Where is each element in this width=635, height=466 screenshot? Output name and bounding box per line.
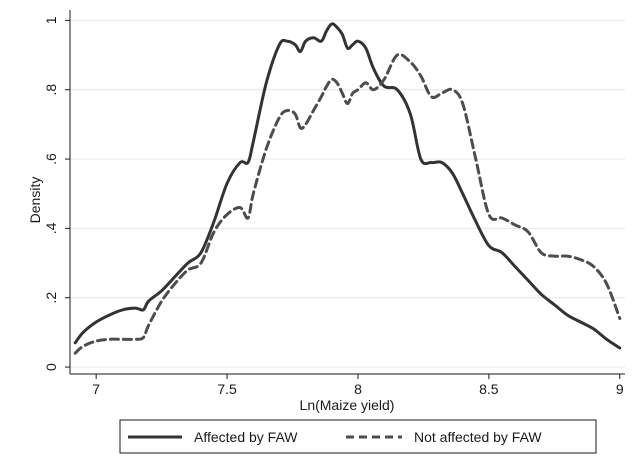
x-tick-label: 8.5 [479,381,499,397]
series-line-not-affected [73,52,622,355]
axes [69,10,625,375]
x-ticks: 7 7.5 8 8.5 9 [92,374,624,397]
y-ticks: 0 .2 .4 .6 .8 1 [43,16,70,371]
legend: Affected by FAW Not affected by FAW [119,419,597,454]
legend-box [119,419,597,454]
series-lines [73,22,622,355]
y-tick-label: .2 [43,292,59,304]
series-line-affected [73,22,622,350]
x-tick-label: 7.5 [217,381,237,397]
legend-label-affected: Affected by FAW [194,429,298,445]
y-tick-label: 1 [43,16,59,24]
x-tick-label: 7 [92,381,100,397]
y-axis-title: Density [27,177,43,224]
y-tick-label: .6 [43,153,59,165]
x-tick-label: 9 [616,381,624,397]
x-tick-label: 8 [354,381,362,397]
y-tick-label: 0 [43,363,59,371]
y-tick-label: .8 [43,84,59,96]
legend-label-not-affected: Not affected by FAW [414,429,542,445]
x-axis-title: Ln(Maize yield) [300,397,395,413]
y-tick-label: .4 [43,222,59,234]
